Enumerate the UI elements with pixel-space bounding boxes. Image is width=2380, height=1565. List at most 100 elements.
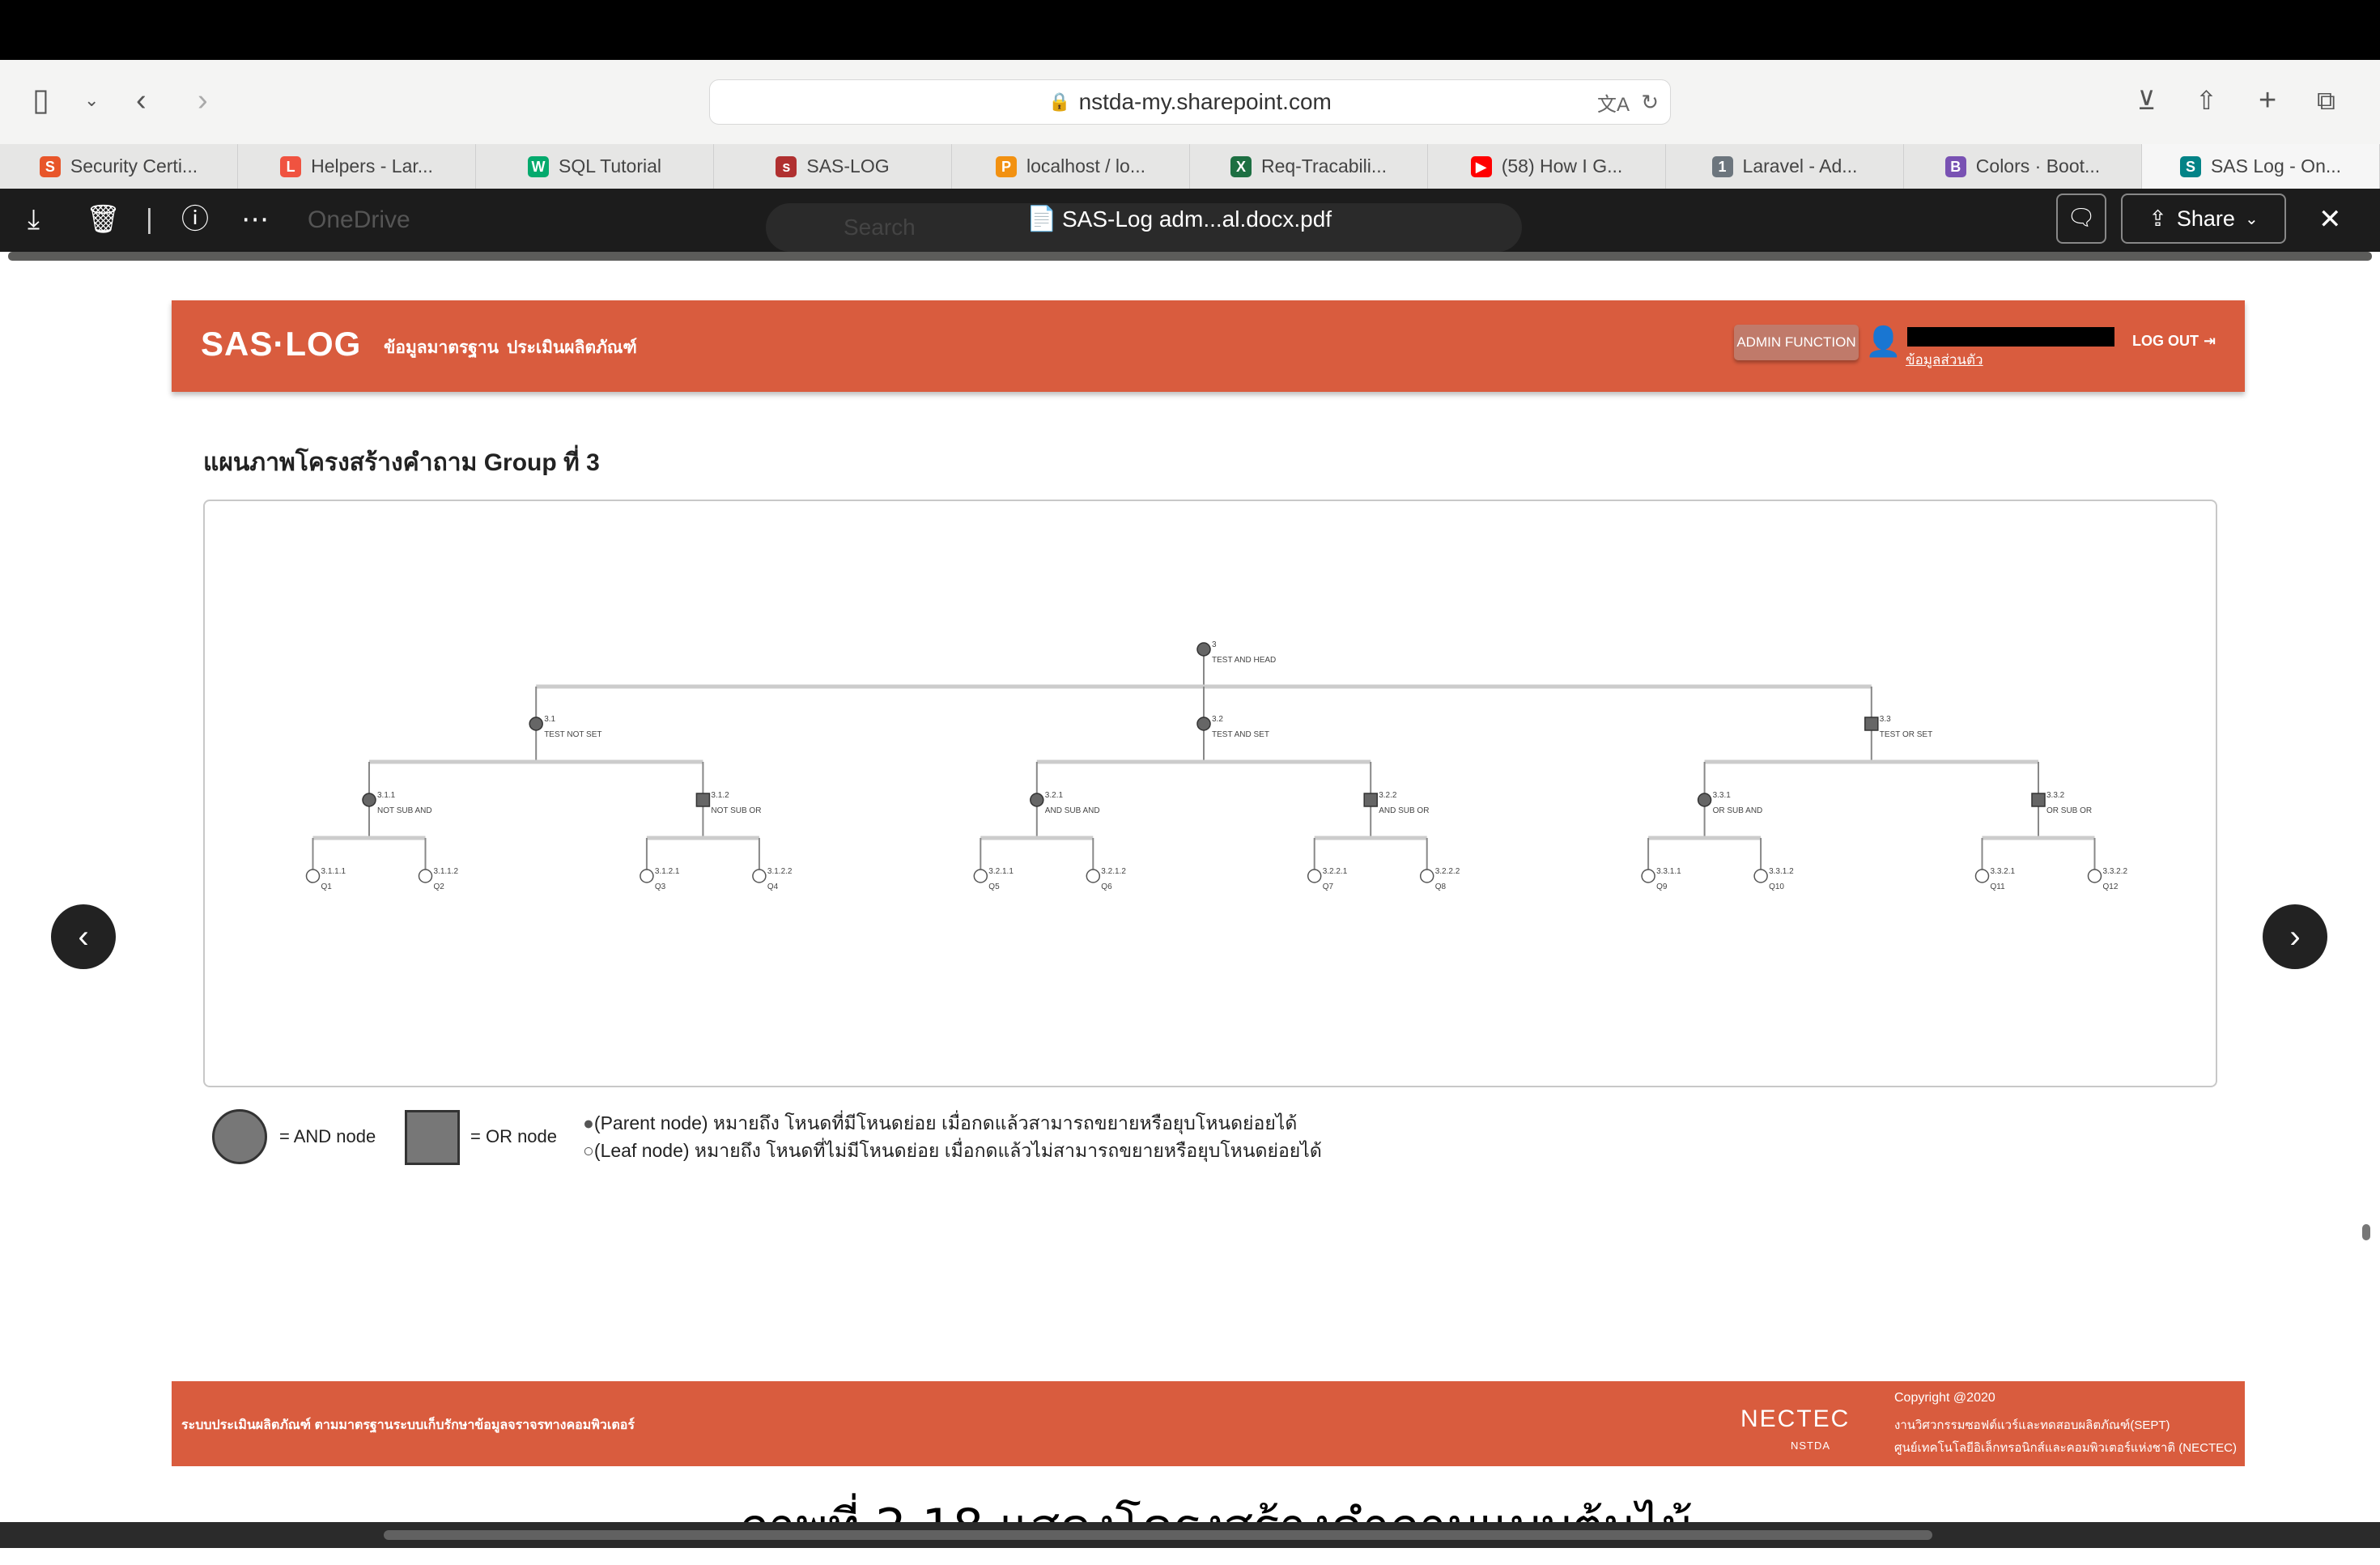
- browser-tab[interactable]: X Req-Tracabili...: [1190, 144, 1428, 189]
- tab-label: SAS Log - On...: [2210, 155, 2342, 176]
- horizontal-scrollbar[interactable]: [384, 1530, 1932, 1540]
- share-icon[interactable]: ⇧: [2195, 86, 2217, 115]
- footer-department: งานวิศวกรรมซอฟต์แวร์และทดสอบผลิตภัณฑ์(SE…: [1894, 1418, 2170, 1432]
- nav-standard-data[interactable]: ข้อมูลมาตรฐาน: [384, 338, 499, 357]
- or-node[interactable]: [695, 793, 711, 807]
- leaf-node[interactable]: [1974, 869, 1990, 883]
- browser-tab[interactable]: s SAS-LOG: [714, 144, 952, 189]
- node-name-label: Q12: [2103, 882, 2119, 891]
- or-node[interactable]: [1363, 793, 1378, 807]
- search-input[interactable]: Search: [766, 203, 1522, 252]
- tab-label: Security Certi...: [70, 155, 198, 176]
- search-placeholder: Search: [844, 215, 916, 240]
- node-id-label: 3.1.2: [711, 791, 729, 800]
- leaf-node[interactable]: [1641, 869, 1655, 883]
- leaf-node[interactable]: [2087, 869, 2102, 883]
- browser-tab[interactable]: ▶ (58) How I G...: [1428, 144, 1666, 189]
- leaf-node[interactable]: [1307, 869, 1322, 883]
- or-node[interactable]: [1864, 717, 1879, 731]
- download-icon[interactable]: ⤓: [28, 204, 40, 235]
- tab-favicon-icon: S: [2179, 155, 2201, 177]
- leaf-node[interactable]: [418, 869, 433, 883]
- sidebar-toggle-icon[interactable]: ▯: [32, 83, 49, 117]
- screen-top-bar: [0, 0, 2380, 60]
- leaf-node[interactable]: [1753, 869, 1768, 883]
- browser-tab[interactable]: S Security Certi...: [0, 144, 238, 189]
- vertical-scrollbar[interactable]: [2362, 1224, 2370, 1240]
- next-button[interactable]: ›: [2263, 904, 2327, 969]
- and-node[interactable]: [1196, 717, 1211, 731]
- new-tab-icon[interactable]: +: [2259, 83, 2277, 117]
- leaf-node-icon: ○: [583, 1140, 594, 1161]
- node-name-label: TEST AND SET: [1212, 730, 1269, 739]
- node-name-label: Q3: [655, 882, 666, 891]
- nstda-logo: NSTDA: [1791, 1440, 1831, 1452]
- leaf-node[interactable]: [305, 869, 321, 883]
- share-label: Share: [2176, 206, 2235, 231]
- and-node[interactable]: [1697, 793, 1712, 807]
- or-node[interactable]: [2031, 793, 2046, 807]
- leaf-node-legend: ○(Leaf node) หมายถึง โหนดที่ไม่มีโหนดย่อ…: [583, 1137, 1322, 1164]
- browser-tab[interactable]: S SAS Log - On...: [2142, 144, 2380, 189]
- node-id-label: 3.3.1.1: [1656, 867, 1681, 876]
- and-node[interactable]: [362, 793, 376, 807]
- and-node[interactable]: [529, 717, 543, 731]
- node-id-label: 3.3.1: [1713, 791, 1732, 800]
- page-title: แผนภาพโครงสร้างคำถาม Group ที่ 3: [203, 449, 600, 476]
- node-name-label: Q10: [1769, 882, 1784, 891]
- browser-tab[interactable]: W SQL Tutorial: [476, 144, 714, 189]
- and-node[interactable]: [1196, 642, 1211, 657]
- site-footer: ระบบประเมินผลิตภัณฑ์ ตามมาตรฐานระบบเก็บร…: [172, 1381, 2245, 1466]
- node-name-label: Q11: [1991, 882, 2006, 891]
- download-icon[interactable]: ⊻: [2137, 86, 2157, 115]
- nav-product-evaluation[interactable]: ประเมินผลิตภัณฑ์: [507, 338, 637, 357]
- or-node-legend-icon: [405, 1110, 460, 1165]
- trash-icon[interactable]: 🗑: [86, 204, 121, 235]
- leaf-node[interactable]: [1086, 869, 1101, 883]
- share-button[interactable]: ⇪ Share ⌄: [2121, 193, 2286, 244]
- logout-button[interactable]: LOG OUT ⇥: [2132, 333, 2216, 350]
- footer-copyright: Copyright @2020: [1894, 1391, 1995, 1405]
- node-name-label: Q9: [1656, 882, 1668, 891]
- node-name-label: AND SUB OR: [1379, 806, 1429, 815]
- back-icon[interactable]: ‹: [136, 83, 147, 117]
- admin-function-button[interactable]: ADMIN FUNCTION: [1734, 325, 1859, 360]
- node-id-label: 3.3.2: [2046, 791, 2065, 800]
- previous-button[interactable]: ‹: [51, 904, 116, 969]
- site-header: SAS·LOG ข้อมูลมาตรฐาน ประเมินผลิตภัณฑ์ A…: [172, 300, 2245, 392]
- document-name: SAS-Log adm...al.docx.pdf: [1062, 206, 1332, 232]
- leaf-node[interactable]: [973, 869, 988, 883]
- tab-label: Helpers - Lar...: [311, 155, 433, 176]
- leaf-node[interactable]: [640, 869, 654, 883]
- saslog-logo[interactable]: SAS·LOG: [201, 325, 362, 363]
- leaf-node[interactable]: [752, 869, 767, 883]
- translate-icon[interactable]: 文A: [1596, 93, 1630, 116]
- node-id-label: 3.3: [1880, 715, 1891, 724]
- browser-tab[interactable]: L Helpers - Lar...: [238, 144, 476, 189]
- tab-favicon-icon: X: [1230, 155, 1252, 177]
- lock-icon: 🔒: [1048, 91, 1071, 112]
- tab-overview-icon[interactable]: ⧉: [2317, 86, 2335, 115]
- browser-tab[interactable]: B Colors · Boot...: [1904, 144, 2142, 189]
- close-icon[interactable]: ✕: [2318, 204, 2342, 235]
- footer-system-name: ระบบประเมินผลิตภัณฑ์ ตามมาตรฐานระบบเก็บร…: [181, 1418, 635, 1432]
- more-icon[interactable]: ⋯: [241, 204, 269, 235]
- forward-icon[interactable]: ›: [198, 83, 208, 117]
- node-id-label: 3.1.1.2: [434, 867, 459, 876]
- parent-node-text: (Parent node) หมายถึง โหนดที่มีโหนดย่อย …: [593, 1112, 1298, 1133]
- tab-favicon-icon: s: [776, 155, 797, 177]
- chevron-down-icon[interactable]: ⌄: [84, 90, 100, 110]
- leaf-node[interactable]: [1419, 869, 1434, 883]
- address-bar[interactable]: 🔒 nstda-my.sharepoint.com 文A ↻: [709, 79, 1671, 125]
- comment-button[interactable]: 🗨: [2056, 193, 2106, 244]
- node-name-label: OR SUB OR: [2046, 806, 2092, 815]
- node-name-label: Q2: [434, 882, 445, 891]
- onedrive-viewer-bar: ⤓ 🗑 | ⓘ ⋯ OneDrive Search 📄 SAS-Log adm.…: [0, 189, 2380, 252]
- and-node[interactable]: [1030, 793, 1044, 807]
- browser-tab[interactable]: 1 Laravel - Ad...: [1666, 144, 1904, 189]
- reload-icon[interactable]: ↻: [1641, 89, 1659, 114]
- tab-label: Req-Tracabili...: [1260, 155, 1388, 176]
- info-icon[interactable]: ⓘ: [181, 204, 209, 235]
- profile-link[interactable]: ข้อมูลส่วนตัว: [1906, 352, 1983, 368]
